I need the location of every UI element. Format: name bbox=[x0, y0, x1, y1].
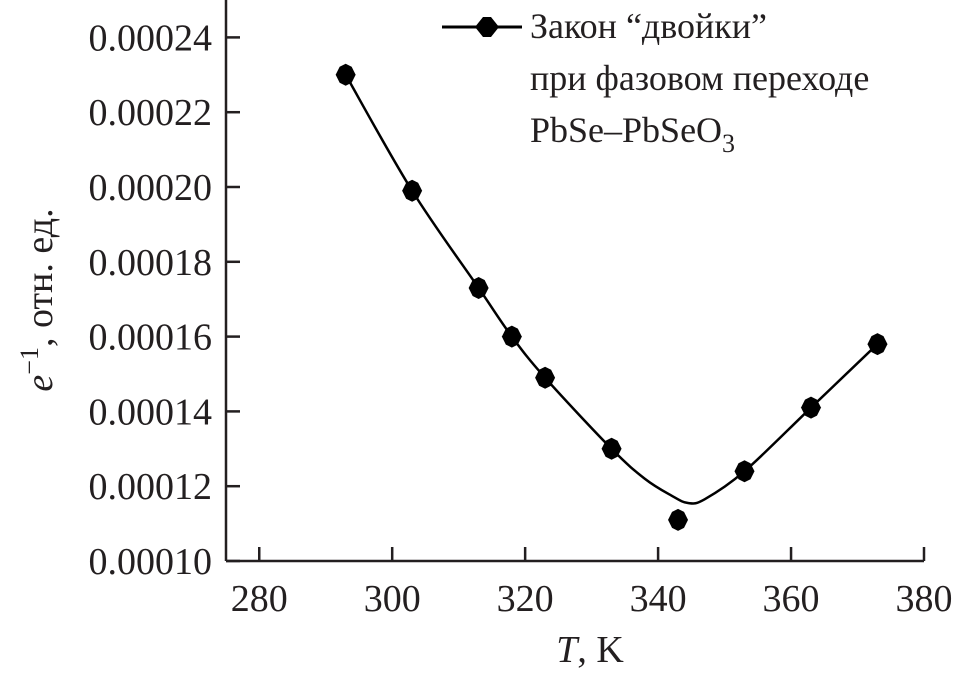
data-point bbox=[800, 396, 821, 419]
x-tick-label: 280 bbox=[231, 578, 288, 620]
data-point bbox=[668, 508, 689, 531]
data-point bbox=[535, 366, 556, 389]
ticks: 280 300 320 340 360 380 0.00010 0.00012 0.00014 0… bbox=[89, 17, 953, 620]
x-tick-label: 340 bbox=[630, 578, 687, 620]
x-tick-label: 380 bbox=[896, 578, 953, 620]
series-markers bbox=[335, 63, 888, 531]
legend: Закон “двойки” при фазовом переходе PbSe… bbox=[442, 6, 869, 158]
x-axis-title: T, K bbox=[556, 629, 624, 671]
data-point bbox=[734, 460, 755, 483]
data-point bbox=[867, 333, 888, 356]
y-tick-label: 0.00014 bbox=[89, 391, 213, 433]
legend-label-line1: Закон “двойки” bbox=[530, 6, 767, 46]
legend-marker-icon bbox=[475, 17, 499, 37]
y-axis-title: e−1, отн. ед. bbox=[15, 208, 61, 391]
axes bbox=[224, 0, 924, 563]
x-tick-label: 300 bbox=[364, 578, 421, 620]
data-point bbox=[335, 63, 356, 86]
x-tick-label: 360 bbox=[763, 578, 820, 620]
y-tick-label: 0.00016 bbox=[89, 317, 213, 359]
data-point bbox=[468, 276, 489, 299]
data-point bbox=[402, 179, 423, 202]
data-point bbox=[501, 325, 522, 348]
y-tick-label: 0.00022 bbox=[89, 92, 213, 134]
data-point bbox=[601, 437, 622, 460]
y-tick-label: 0.00020 bbox=[89, 167, 213, 209]
y-tick-label: 0.00010 bbox=[89, 541, 213, 583]
y-tick-label: 0.00012 bbox=[89, 466, 213, 508]
legend-label-line2: при фазовом переходе bbox=[530, 58, 869, 98]
y-tick-label: 0.00024 bbox=[89, 17, 213, 59]
x-tick-label: 320 bbox=[497, 578, 554, 620]
y-tick-label: 0.00018 bbox=[89, 242, 213, 284]
legend-label-line3: PbSe–PbSeO3 bbox=[530, 110, 735, 158]
